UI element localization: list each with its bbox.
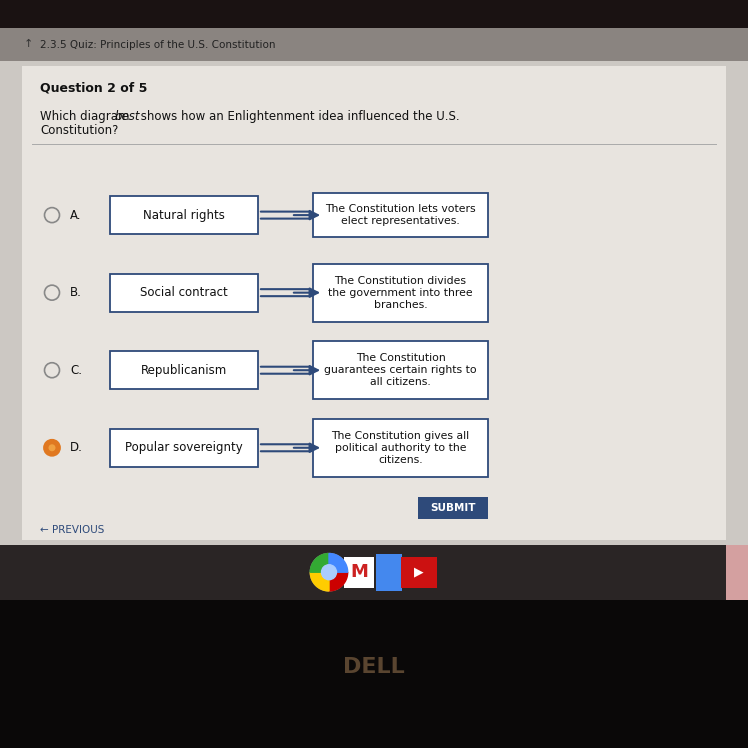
FancyBboxPatch shape — [110, 274, 258, 312]
Text: ▶: ▶ — [414, 565, 424, 579]
Polygon shape — [310, 554, 329, 572]
FancyBboxPatch shape — [22, 67, 726, 539]
Text: Republicanism: Republicanism — [141, 364, 227, 377]
Text: The Constitution lets voters
elect representatives.: The Constitution lets voters elect repre… — [325, 204, 476, 226]
FancyBboxPatch shape — [110, 352, 258, 389]
FancyBboxPatch shape — [313, 263, 488, 322]
Text: ↑: ↑ — [23, 39, 33, 49]
Text: The Constitution
guarantees certain rights to
all citizens.: The Constitution guarantees certain righ… — [324, 353, 476, 387]
Text: Social contract: Social contract — [140, 286, 228, 299]
Text: M: M — [350, 563, 368, 581]
FancyBboxPatch shape — [0, 28, 748, 61]
FancyBboxPatch shape — [375, 554, 402, 591]
Circle shape — [310, 554, 348, 591]
Circle shape — [44, 441, 60, 456]
Text: Question 2 of 5: Question 2 of 5 — [40, 82, 147, 95]
Text: best: best — [115, 111, 141, 123]
Text: ← PREVIOUS: ← PREVIOUS — [40, 524, 105, 535]
FancyBboxPatch shape — [0, 0, 748, 28]
FancyBboxPatch shape — [0, 545, 748, 600]
Text: C.: C. — [70, 364, 82, 377]
Text: SUBMIT: SUBMIT — [430, 503, 476, 512]
Polygon shape — [329, 572, 348, 591]
FancyBboxPatch shape — [110, 429, 258, 467]
FancyBboxPatch shape — [0, 61, 748, 545]
FancyBboxPatch shape — [0, 600, 748, 748]
FancyBboxPatch shape — [313, 419, 488, 476]
Text: Constitution?: Constitution? — [40, 124, 118, 138]
Text: D.: D. — [70, 441, 83, 454]
FancyBboxPatch shape — [313, 341, 488, 399]
FancyBboxPatch shape — [110, 196, 258, 234]
Text: shows how an Enlightenment idea influenced the U.S.: shows how an Enlightenment idea influenc… — [137, 111, 459, 123]
Text: Popular sovereignty: Popular sovereignty — [125, 441, 243, 454]
Circle shape — [49, 444, 55, 451]
FancyBboxPatch shape — [313, 193, 488, 237]
Text: Which diagram: Which diagram — [40, 111, 133, 123]
FancyBboxPatch shape — [402, 557, 437, 588]
Polygon shape — [310, 572, 329, 591]
Text: The Constitution gives all
political authority to the
citizens.: The Constitution gives all political aut… — [331, 431, 470, 465]
FancyBboxPatch shape — [726, 545, 748, 600]
Polygon shape — [329, 554, 348, 572]
Circle shape — [322, 565, 337, 580]
Text: 2.3.5 Quiz: Principles of the U.S. Constitution: 2.3.5 Quiz: Principles of the U.S. Const… — [40, 40, 275, 50]
Text: DELL: DELL — [343, 657, 405, 676]
FancyBboxPatch shape — [418, 497, 488, 518]
FancyBboxPatch shape — [343, 557, 375, 588]
Text: A.: A. — [70, 209, 82, 221]
Text: The Constitution divides
the government into three
branches.: The Constitution divides the government … — [328, 276, 473, 310]
Text: B.: B. — [70, 286, 82, 299]
Text: Natural rights: Natural rights — [143, 209, 225, 221]
